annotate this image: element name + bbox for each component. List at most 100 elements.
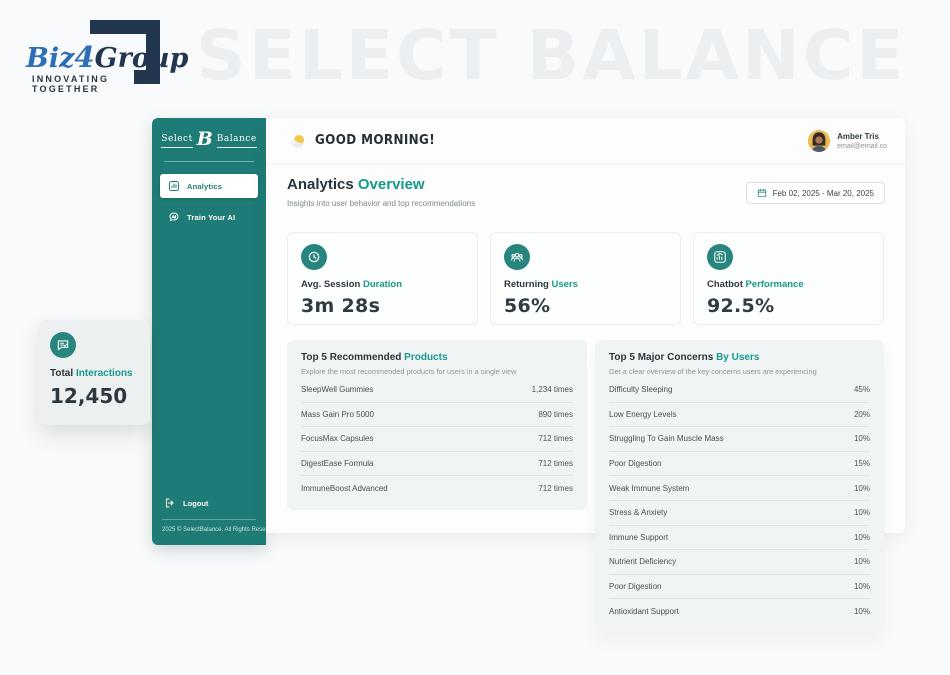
top-concerns-card: Top 5 Major Concerns By Users Get a clea… bbox=[595, 340, 884, 631]
item-name: Antioxidant Support bbox=[609, 607, 679, 617]
concerns-title: Top 5 Major Concerns By Users bbox=[609, 352, 870, 363]
sidebar: Select B Balance Analytics AI Train Your… bbox=[152, 118, 279, 545]
products-subtitle: Explore the most recommended products fo… bbox=[301, 367, 517, 376]
metric-card-chatbot-performance: Chatbot Performance 92.5% bbox=[693, 232, 884, 325]
page-title-accent: Overview bbox=[357, 176, 425, 193]
item-name: Low Energy Levels bbox=[609, 409, 677, 419]
list-item: Stress & Anxiety 10% bbox=[609, 501, 870, 526]
avatar-image bbox=[808, 129, 831, 152]
item-name: Stress & Anxiety bbox=[609, 508, 668, 518]
item-value: 890 times bbox=[538, 409, 573, 419]
sidebar-logo: Select B Balance bbox=[152, 128, 266, 150]
metric-value: 3m 28s bbox=[301, 295, 381, 317]
item-value: 1,234 times bbox=[531, 385, 573, 395]
ai-chat-icon: AI bbox=[169, 212, 179, 222]
page-title-dark: Analytics bbox=[287, 176, 354, 193]
item-name: Poor Digestion bbox=[609, 582, 662, 592]
user-profile[interactable]: Amber Tris email@email.co bbox=[808, 129, 887, 152]
date-range-value: Feb 02, 2025 - Mar 20, 2025 bbox=[772, 188, 874, 198]
concerns-title-dark: Top 5 Major Concerns bbox=[609, 352, 714, 363]
list-item: Nutrient Deficiency 10% bbox=[609, 550, 870, 575]
logo-text: Biz4Group bbox=[26, 40, 188, 74]
item-value: 45% bbox=[853, 385, 870, 395]
calendar-icon bbox=[757, 188, 766, 198]
metric-label-dark: Avg. Session bbox=[301, 279, 361, 290]
sidebar-bottom: Logout 2025 © SelectBalance. All Rights … bbox=[152, 497, 279, 545]
item-value: 10% bbox=[853, 434, 870, 444]
sidebar-logo-monogram: B bbox=[196, 128, 213, 150]
products-title: Top 5 Recommended Products bbox=[301, 352, 573, 363]
date-range-picker[interactable]: Feb 02, 2025 - Mar 20, 2025 bbox=[745, 182, 885, 204]
metric-label-accent: Duration bbox=[362, 279, 403, 290]
page-title: Analytics Overview bbox=[287, 176, 475, 193]
list-item: Poor Digestion 15% bbox=[609, 452, 870, 477]
list-item: Poor Digestion 10% bbox=[609, 575, 870, 600]
item-value: 10% bbox=[853, 582, 870, 592]
avatar bbox=[808, 129, 831, 152]
logo-4: 4 bbox=[74, 40, 95, 74]
main-panel: GOOD MORNING! Amber Tris email@email.co … bbox=[266, 118, 905, 631]
concerns-title-accent: By Users bbox=[716, 352, 760, 363]
bar-chart-icon bbox=[169, 181, 179, 191]
user-name: Amber Tris bbox=[837, 131, 879, 141]
sidebar-logo-select: Select bbox=[161, 134, 193, 148]
item-name: SleepWell Gummies bbox=[301, 385, 374, 395]
label-accent: Interactions bbox=[75, 368, 133, 379]
list-item: Mass Gain Pro 5000 890 times bbox=[301, 403, 573, 428]
item-value: 10% bbox=[853, 557, 870, 567]
item-value: 712 times bbox=[538, 434, 573, 444]
concerns-subtitle: Get a clear overview of the key concerns… bbox=[609, 367, 817, 376]
concerns-list: Difficulty Sleeping 45% Low Energy Levels 2… bbox=[609, 378, 870, 624]
list-item: SleepWell Gummies 1,234 times bbox=[301, 378, 573, 403]
item-name: FocusMax Capsules bbox=[301, 434, 374, 444]
item-value: 20% bbox=[853, 409, 870, 419]
sidebar-divider bbox=[164, 161, 254, 162]
logout-icon bbox=[166, 498, 174, 508]
item-name: Nutrient Deficiency bbox=[609, 557, 677, 567]
greeting: GOOD MORNING! bbox=[287, 133, 445, 149]
metric-label-accent: Users bbox=[551, 279, 578, 290]
performance-icon bbox=[707, 244, 733, 270]
logo-bracket-shape bbox=[90, 20, 160, 84]
list-item: Struggling To Gain Muscle Mass 10% bbox=[609, 427, 870, 452]
item-name: Immune Support bbox=[609, 532, 669, 542]
products-title-dark: Top 5 Recommended bbox=[301, 352, 402, 363]
sun-cloud-icon bbox=[289, 134, 304, 147]
item-value: 10% bbox=[853, 607, 870, 617]
sidebar-item-label: Train Your AI bbox=[187, 212, 236, 222]
logout-button[interactable]: Logout bbox=[164, 497, 258, 509]
metric-label-dark: Chatbot bbox=[707, 279, 743, 290]
top-products-card: Top 5 Recommended Products Explore the m… bbox=[287, 340, 587, 510]
list-item: ImmuneBoost Advanced 712 times bbox=[301, 476, 573, 501]
metric-label: Returning Users bbox=[504, 279, 667, 290]
metric-label: Chatbot Performance bbox=[707, 279, 870, 290]
list-item: DigestEase Formula 712 times bbox=[301, 452, 573, 477]
metric-card-session-duration: Avg. Session Duration 3m 28s bbox=[287, 232, 478, 325]
item-name: DigestEase Formula bbox=[301, 459, 374, 469]
sidebar-copyright: 2025 © SelectBalance. All Rights Reserve… bbox=[162, 519, 279, 545]
svg-text:AI: AI bbox=[172, 214, 176, 219]
users-icon bbox=[504, 244, 530, 270]
overview-titles: Analytics Overview Insights into user be… bbox=[287, 176, 475, 208]
user-email: email@email.co bbox=[837, 142, 887, 150]
sidebar-item-train-your-ai[interactable]: AI Train Your AI bbox=[160, 205, 258, 229]
item-name: Poor Digestion bbox=[609, 459, 662, 469]
item-value: 15% bbox=[853, 459, 870, 469]
sidebar-logo-balance: Balance bbox=[216, 134, 257, 148]
background-watermark: SELECT BALANCE bbox=[196, 16, 907, 96]
metric-label-accent: Performance bbox=[745, 279, 804, 290]
label-dark: Total bbox=[50, 368, 74, 379]
user-info: Amber Tris email@email.co bbox=[837, 132, 887, 150]
list-item: Immune Support 10% bbox=[609, 526, 870, 551]
total-interactions-card: Total Interactions 12,450 bbox=[38, 320, 150, 425]
sidebar-item-analytics[interactable]: Analytics bbox=[160, 174, 258, 198]
item-name: Mass Gain Pro 5000 bbox=[301, 409, 374, 419]
clock-icon bbox=[301, 244, 327, 270]
overview-header: Analytics Overview Insights into user be… bbox=[287, 176, 885, 208]
item-name: Struggling To Gain Muscle Mass bbox=[609, 434, 724, 444]
metric-label-dark: Returning bbox=[504, 279, 549, 290]
sidebar-item-label: Analytics bbox=[187, 181, 223, 191]
item-value: 712 times bbox=[538, 484, 573, 494]
sidebar-nav: Analytics AI Train Your AI bbox=[152, 174, 266, 229]
top-bar: GOOD MORNING! Amber Tris email@email.co bbox=[266, 118, 905, 164]
